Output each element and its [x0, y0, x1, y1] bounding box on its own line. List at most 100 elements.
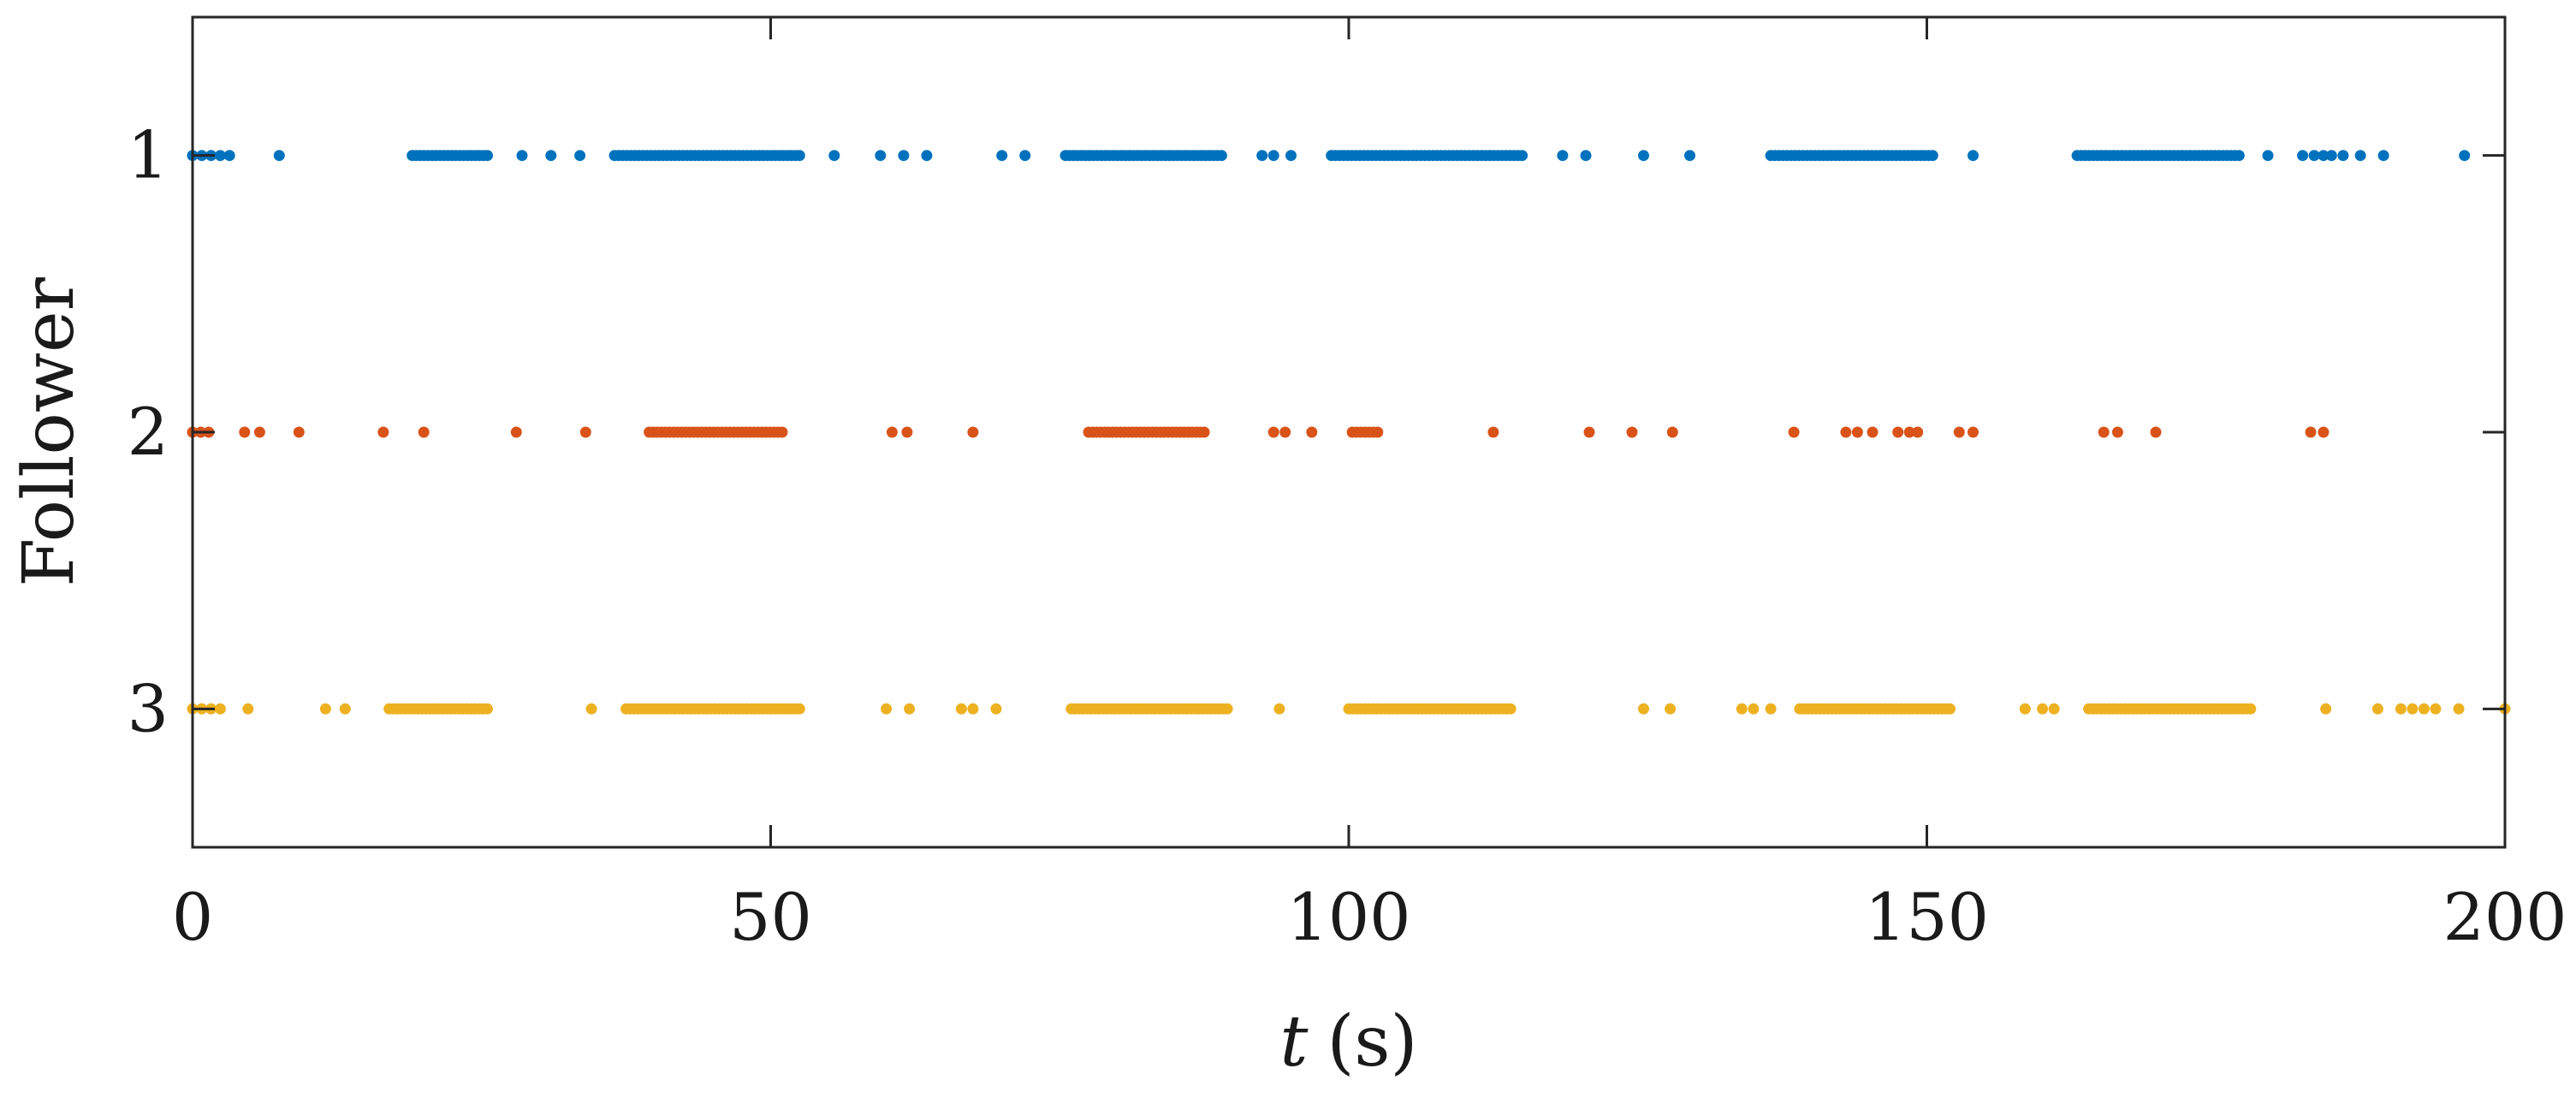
follower-3-point — [2048, 703, 2060, 715]
follower-1-point — [1267, 150, 1279, 162]
follower-2-point — [1583, 426, 1595, 438]
follower-1-point — [1517, 150, 1528, 162]
follower-3-point — [1273, 703, 1285, 715]
follower-1-point — [2337, 150, 2349, 162]
x-tick-label: 50 — [729, 879, 812, 955]
follower-2-point — [1372, 426, 1384, 438]
follower-2-point — [1840, 426, 1852, 438]
follower-1-point — [545, 150, 557, 162]
follower-2-point — [2098, 426, 2110, 438]
follower-3-point — [1505, 703, 1517, 715]
follower-3-point — [2037, 703, 2049, 715]
follower-3-point — [881, 703, 893, 715]
follower-2-point — [776, 426, 788, 438]
follower-3-point — [2395, 703, 2407, 715]
follower-2-point — [1267, 426, 1279, 438]
follower-3-point — [2245, 703, 2257, 715]
follower-3-point — [585, 703, 597, 715]
follower-1-point — [875, 150, 887, 162]
follower-2-point — [1306, 426, 1318, 438]
follower-1-point — [921, 150, 933, 162]
y-tick-label: 2 — [128, 394, 169, 470]
follower-3-point — [1221, 703, 1233, 715]
follower-3-point — [1736, 703, 1748, 715]
follower-2-point — [1903, 426, 1915, 438]
follower-3-point — [319, 703, 331, 715]
x-tick-label: 150 — [1865, 879, 1989, 955]
follower-1-point — [214, 150, 226, 162]
follower-1-point — [2377, 150, 2389, 162]
follower-1-point — [2318, 150, 2330, 162]
follower-1-point — [898, 150, 910, 162]
follower-1-point — [996, 150, 1008, 162]
follower-2-point — [2111, 426, 2123, 438]
follower-1-point — [793, 150, 805, 162]
follower-2-point — [2318, 426, 2330, 438]
follower-3-point — [2418, 703, 2430, 715]
follower-2-point — [1279, 426, 1291, 438]
follower-3-point — [339, 703, 351, 715]
follower-1-point — [1215, 150, 1227, 162]
follower-2-point — [1626, 426, 1638, 438]
follower-2-point — [418, 426, 430, 438]
follower-2-point — [1912, 426, 1924, 438]
follower-1-point — [1557, 150, 1569, 162]
follower-3-point — [1665, 703, 1677, 715]
follower-3-point — [2320, 703, 2332, 715]
x-tick-label: 100 — [1286, 879, 1410, 955]
follower-2-point — [1788, 426, 1800, 438]
follower-3-point — [242, 703, 254, 715]
follower-1-point — [516, 150, 528, 162]
follower-1-point — [2297, 150, 2309, 162]
follower-2-point — [1851, 426, 1863, 438]
follower-1-point — [482, 150, 493, 162]
follower-1-point — [2233, 150, 2245, 162]
follower-2-point — [886, 426, 898, 438]
follower-3-point — [793, 703, 805, 715]
follower-2-point — [1867, 426, 1879, 438]
scatter-marks — [187, 150, 2511, 715]
x-axis-unit: (s) — [1327, 1001, 1417, 1083]
follower-3-point — [990, 703, 1002, 715]
follower-2-point — [1198, 426, 1210, 438]
follower-1-point — [1684, 150, 1695, 162]
follower-1-point — [2262, 150, 2274, 162]
x-axis-label: t (s) — [1279, 1001, 1417, 1083]
follower-2-point — [1666, 426, 1678, 438]
follower-2-point — [239, 426, 251, 438]
follower-2-point — [253, 426, 265, 438]
follower-1-point — [1968, 150, 1979, 162]
follower-2-point — [579, 426, 591, 438]
follower-1-point — [2459, 150, 2471, 162]
x-tick-label: 200 — [2442, 879, 2567, 955]
follower-3-point — [1944, 703, 1956, 715]
follower-3-point — [904, 703, 916, 715]
axis-ticks — [191, 17, 2507, 847]
follower-1-point — [828, 150, 840, 162]
follower-1-point — [223, 150, 235, 162]
follower-2-point — [377, 426, 389, 438]
follower-3-point — [1765, 703, 1777, 715]
follower-3-point — [955, 703, 967, 715]
follower-3-point — [1638, 703, 1649, 715]
follower-1-point — [1285, 150, 1297, 162]
follower-1-point — [1256, 150, 1268, 162]
follower-3-point — [214, 703, 226, 715]
x-tick-label: 0 — [172, 879, 213, 955]
follower-1-point — [2308, 150, 2320, 162]
follower-3-point — [2019, 703, 2031, 715]
follower-2-point — [293, 426, 305, 438]
follower-1-point — [2354, 150, 2366, 162]
follower-2-point — [510, 426, 522, 438]
follower-3-point — [482, 703, 493, 715]
follower-3-point — [2453, 703, 2465, 715]
follower-1-point — [1019, 150, 1031, 162]
follower-3-point — [2430, 703, 2442, 715]
follower-1-point — [273, 150, 285, 162]
follower-1-point — [2325, 150, 2337, 162]
follower-1-point — [1638, 150, 1649, 162]
follower-2-point — [1953, 426, 1965, 438]
x-axis-variable: t — [1279, 1001, 1309, 1083]
follower-3-point — [1748, 703, 1760, 715]
